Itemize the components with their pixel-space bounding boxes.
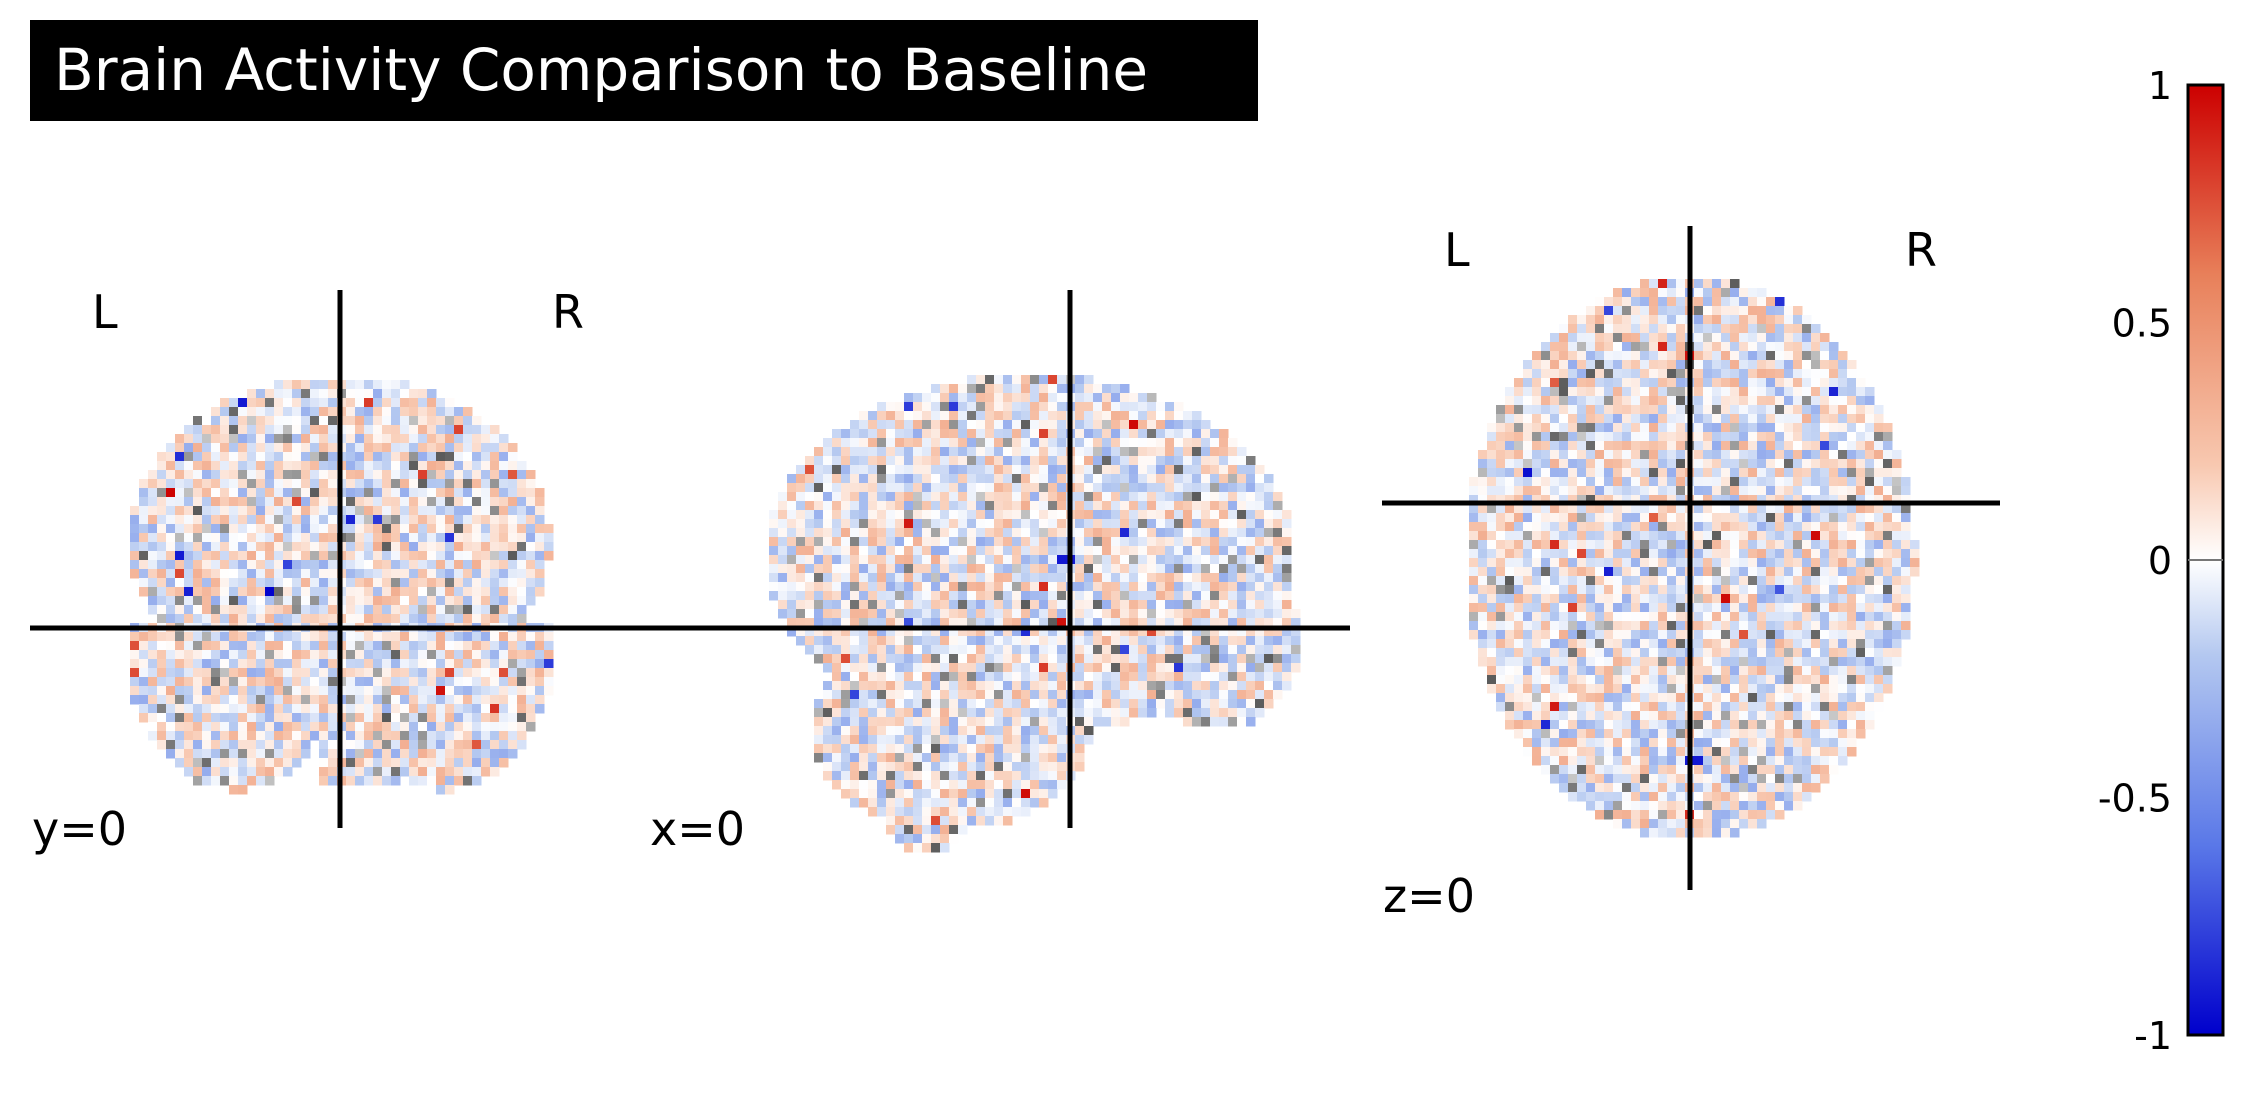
axial-coord-label: z=0 <box>1383 869 1475 923</box>
coronal-right-label: R <box>552 285 584 339</box>
sagittal-coord-label: x=0 <box>650 802 745 856</box>
sagittal-view: x=0 <box>650 290 1350 856</box>
colorbar-ticks: 1 0.5 0 -0.5 -1 <box>2098 64 2172 1058</box>
colorbar-tick-label: -1 <box>2134 1014 2172 1058</box>
axial-right-label: R <box>1905 223 1937 277</box>
sagittal-brain-slice <box>769 375 1301 853</box>
axial-view: L R z=0 <box>1382 223 2000 923</box>
plot-title: Brain Activity Comparison to Baseline <box>30 20 1258 121</box>
colorbar-tick-label: 1 <box>2148 64 2172 108</box>
axial-brain-slice <box>1469 279 1920 838</box>
coronal-coord-label: y=0 <box>32 802 127 856</box>
coronal-left-label: L <box>92 285 118 339</box>
colorbar: 1 0.5 0 -0.5 -1 <box>2098 64 2225 1058</box>
coronal-view: L R y=0 <box>30 285 680 856</box>
axial-left-label: L <box>1444 223 1470 277</box>
colorbar-tick-label: -0.5 <box>2098 777 2172 821</box>
colorbar-tick-label: 0.5 <box>2112 302 2172 346</box>
colorbar-tick-label: 0 <box>2148 539 2172 583</box>
